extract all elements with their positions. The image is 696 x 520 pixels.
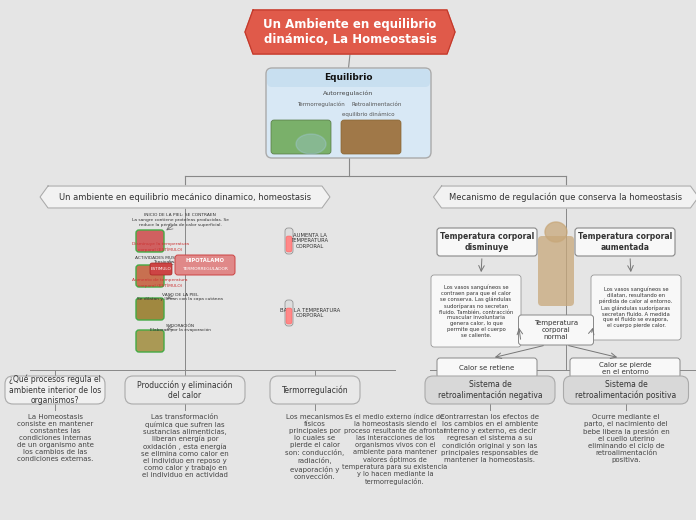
FancyBboxPatch shape (286, 236, 292, 252)
Text: ¿Qué procesos regula el
ambiente interior de los
organismos?: ¿Qué procesos regula el ambiente interio… (9, 375, 101, 405)
Ellipse shape (296, 134, 326, 154)
Text: Temperatura corporal
aumentada: Temperatura corporal aumentada (578, 232, 672, 252)
Text: Los vasos sanguíneos se
dilatan, resultando en
pérdida de calor al entorno.
Las : Los vasos sanguíneos se dilatan, resulta… (599, 287, 672, 328)
Text: ACTIVIDADES MUSCULARES: SE ELIMINAN
Tensiones, generan calor: ACTIVIDADES MUSCULARES: SE ELIMINAN Tens… (135, 256, 226, 264)
Text: Un ambiente en equilibrio mecánico dinamico, homeostasis: Un ambiente en equilibrio mecánico dinam… (59, 192, 311, 201)
Text: Los mecanismos
físicos
principales por
lo cuales se
pierde el calor
son: conducc: Los mecanismos físicos principales por l… (285, 414, 345, 479)
Text: AUMENTA LA
TEMPERATURA
CORPORAL: AUMENTA LA TEMPERATURA CORPORAL (291, 232, 329, 249)
Polygon shape (434, 186, 696, 208)
FancyBboxPatch shape (125, 376, 245, 404)
Polygon shape (245, 10, 455, 54)
Polygon shape (40, 186, 330, 208)
Text: Ocurre mediante el
parto, el nacimiento del
bebe libera la presión en
el cuello : Ocurre mediante el parto, el nacimiento … (583, 414, 670, 463)
Text: Retroalimentación: Retroalimentación (351, 101, 402, 107)
Text: Calor se pierde
en el entorno: Calor se pierde en el entorno (599, 361, 651, 374)
Text: Termorregulación: Termorregulación (282, 385, 348, 395)
Text: equilibrio dinámico: equilibrio dinámico (342, 111, 395, 117)
FancyBboxPatch shape (136, 230, 164, 252)
Ellipse shape (545, 222, 567, 242)
FancyBboxPatch shape (285, 228, 293, 254)
Text: Un Ambiente en equilibrio
dinámico, La Homeostasis: Un Ambiente en equilibrio dinámico, La H… (263, 18, 436, 46)
Text: La Homeostasis
consiste en mantener
constantes las
condiciones internas
de un or: La Homeostasis consiste en mantener cons… (17, 414, 93, 462)
FancyBboxPatch shape (538, 236, 574, 306)
FancyBboxPatch shape (286, 308, 292, 324)
Text: SUDORACIÓN
Elaboran por la evaporación: SUDORACIÓN Elaboran por la evaporación (150, 323, 210, 332)
Text: VASO DE LA PIEL
Se dilatan y llenan con la capa cutánea: VASO DE LA PIEL Se dilatan y llenan con … (137, 293, 223, 301)
FancyBboxPatch shape (266, 68, 431, 158)
Text: Los vasos sanguíneos se
contraen para que el calor
se conserva. Las glándulas
su: Los vasos sanguíneos se contraen para qu… (439, 284, 513, 337)
Text: BAJA LA TEMPERATURA
CORPORAL: BAJA LA TEMPERATURA CORPORAL (280, 308, 340, 318)
Text: Calor se retiene: Calor se retiene (459, 365, 514, 371)
Text: Temperatura
corporal
normal: Temperatura corporal normal (534, 320, 578, 340)
FancyBboxPatch shape (575, 228, 675, 256)
FancyBboxPatch shape (591, 275, 681, 340)
FancyBboxPatch shape (270, 376, 360, 404)
FancyBboxPatch shape (431, 275, 521, 347)
Text: Temperatura corporal
disminuye: Temperatura corporal disminuye (440, 232, 534, 252)
FancyBboxPatch shape (425, 376, 555, 404)
FancyBboxPatch shape (570, 358, 680, 378)
FancyBboxPatch shape (341, 120, 401, 154)
FancyBboxPatch shape (285, 300, 293, 326)
Text: ESTIMULO: ESTIMULO (150, 267, 171, 271)
FancyBboxPatch shape (437, 358, 537, 378)
Text: Equilibrio: Equilibrio (324, 73, 373, 83)
FancyBboxPatch shape (5, 376, 105, 404)
Text: Termorregulación: Termorregulación (296, 101, 345, 107)
Text: Sistema de
retroalimentación negativa: Sistema de retroalimentación negativa (438, 380, 542, 400)
FancyBboxPatch shape (150, 263, 172, 275)
Text: INICIO DE LA PIEL: SE CONTRAEN
La sangre contiene proteínas producidas. Se
reduc: INICIO DE LA PIEL: SE CONTRAEN La sangre… (132, 213, 228, 227)
FancyBboxPatch shape (267, 69, 430, 87)
Text: Las transformación
química que sufren las
sustancias alimenticias,
liberan energ: Las transformación química que sufren la… (141, 414, 229, 478)
Text: Aumento de temperatura
corporal (ESTÍMULO): Aumento de temperatura corporal (ESTÍMUL… (132, 278, 188, 288)
Text: Mecanismo de regulación que conserva la homeostasis: Mecanismo de regulación que conserva la … (450, 192, 683, 202)
FancyBboxPatch shape (271, 120, 331, 154)
FancyBboxPatch shape (136, 298, 164, 320)
FancyBboxPatch shape (437, 228, 537, 256)
FancyBboxPatch shape (136, 265, 164, 287)
Text: Sistema de
retroalimentación positiva: Sistema de retroalimentación positiva (576, 380, 677, 400)
Text: Producción y eliminación
del calor: Producción y eliminación del calor (137, 380, 232, 400)
Text: TERMORREGULADOR: TERMORREGULADOR (182, 267, 228, 271)
FancyBboxPatch shape (175, 255, 235, 275)
Text: Disminuye la temperatura
corporal (ESTÍMULO): Disminuye la temperatura corporal (ESTÍM… (132, 242, 189, 252)
FancyBboxPatch shape (564, 376, 688, 404)
Text: Autorregulación: Autorregulación (324, 90, 374, 96)
FancyBboxPatch shape (519, 315, 594, 345)
Text: Es el medio externo índice de
la homeostasis siendo el
proceso resultante de afr: Es el medio externo índice de la homeost… (342, 414, 448, 485)
Text: HIPOTÁLAMO: HIPOTÁLAMO (186, 258, 225, 264)
Text: Contrarrestan los efectos de
los cambios en el ambiente
interno y externo, es de: Contrarrestan los efectos de los cambios… (441, 414, 539, 463)
FancyBboxPatch shape (136, 330, 164, 352)
